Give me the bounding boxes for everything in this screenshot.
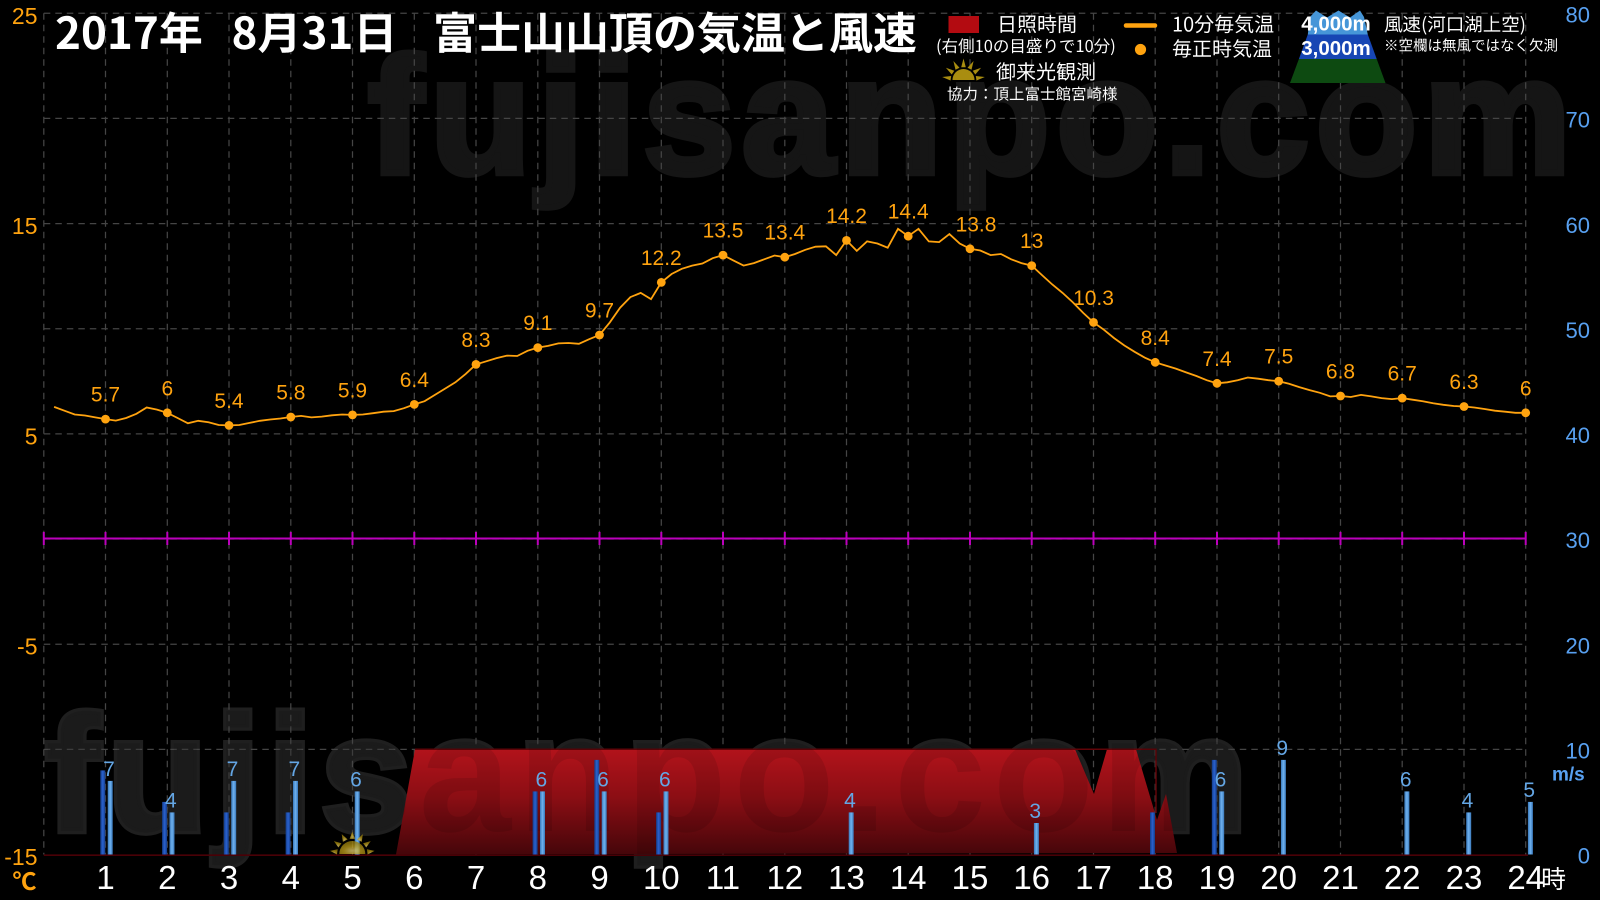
svg-text:14: 14 xyxy=(890,859,927,896)
svg-text:8.3: 8.3 xyxy=(461,329,490,352)
svg-text:1: 1 xyxy=(96,859,114,896)
svg-text:7.4: 7.4 xyxy=(1202,348,1232,371)
svg-text:11: 11 xyxy=(706,859,740,896)
svg-text:70: 70 xyxy=(1566,108,1590,133)
svg-text:-15: -15 xyxy=(4,844,37,870)
svg-text:6.3: 6.3 xyxy=(1449,371,1478,394)
svg-text:9.7: 9.7 xyxy=(585,300,614,323)
svg-text:24: 24 xyxy=(1507,859,1544,896)
svg-text:16: 16 xyxy=(1013,859,1050,896)
svg-text:6: 6 xyxy=(1215,768,1227,791)
svg-text:5.7: 5.7 xyxy=(91,384,120,407)
svg-text:3,000m: 3,000m xyxy=(1301,37,1371,60)
svg-text:10.3: 10.3 xyxy=(1073,287,1114,310)
svg-text:5.9: 5.9 xyxy=(338,379,367,402)
svg-text:6: 6 xyxy=(1400,768,1412,791)
svg-text:m/s: m/s xyxy=(1552,765,1585,786)
svg-text:8.4: 8.4 xyxy=(1141,327,1171,350)
svg-text:2: 2 xyxy=(158,859,176,896)
svg-text:5.4: 5.4 xyxy=(214,390,244,413)
svg-text:60: 60 xyxy=(1566,213,1590,238)
svg-text:4: 4 xyxy=(844,789,856,812)
svg-text:-5: -5 xyxy=(17,634,37,660)
svg-text:12.2: 12.2 xyxy=(641,247,682,270)
svg-text:6: 6 xyxy=(350,768,362,791)
svg-text:0: 0 xyxy=(1578,844,1590,869)
svg-text:19: 19 xyxy=(1199,859,1236,896)
svg-text:22: 22 xyxy=(1384,859,1421,896)
svg-text:6: 6 xyxy=(405,859,423,896)
svg-text:4,000m: 4,000m xyxy=(1301,13,1371,36)
svg-text:4: 4 xyxy=(165,789,177,812)
svg-text:3: 3 xyxy=(220,859,238,896)
svg-text:50: 50 xyxy=(1566,318,1590,343)
svg-text:14.4: 14.4 xyxy=(888,201,929,224)
svg-text:15: 15 xyxy=(12,213,38,239)
svg-text:21: 21 xyxy=(1322,859,1359,896)
svg-text:30: 30 xyxy=(1566,528,1590,553)
svg-text:20: 20 xyxy=(1260,859,1297,896)
svg-text:23: 23 xyxy=(1446,859,1483,896)
svg-text:5: 5 xyxy=(343,859,361,896)
svg-text:13.4: 13.4 xyxy=(764,222,805,245)
svg-text:5: 5 xyxy=(1523,779,1535,802)
svg-text:40: 40 xyxy=(1566,423,1590,448)
svg-text:17: 17 xyxy=(1075,859,1112,896)
svg-text:10: 10 xyxy=(643,859,680,896)
svg-text:fujisanpo.com: fujisanpo.com xyxy=(45,682,1255,867)
svg-text:6: 6 xyxy=(1520,377,1532,400)
svg-text:12: 12 xyxy=(766,859,803,896)
svg-text:5: 5 xyxy=(25,423,38,449)
svg-text:14.2: 14.2 xyxy=(826,205,867,228)
svg-text:13: 13 xyxy=(828,859,865,896)
svg-text:9: 9 xyxy=(1276,737,1288,760)
svg-text:7: 7 xyxy=(227,758,239,781)
svg-text:6: 6 xyxy=(597,768,609,791)
svg-text:6.8: 6.8 xyxy=(1326,361,1355,384)
svg-text:20: 20 xyxy=(1566,633,1590,658)
svg-text:13: 13 xyxy=(1020,230,1043,253)
svg-text:6: 6 xyxy=(535,768,547,791)
svg-text:18: 18 xyxy=(1137,859,1174,896)
svg-text:9: 9 xyxy=(590,859,608,896)
svg-text:4: 4 xyxy=(282,859,300,896)
svg-text:10: 10 xyxy=(1566,739,1590,764)
svg-text:5.8: 5.8 xyxy=(276,382,305,405)
svg-text:25: 25 xyxy=(12,3,38,29)
svg-text:7: 7 xyxy=(103,758,115,781)
svg-text:6.7: 6.7 xyxy=(1388,363,1417,386)
svg-text:80: 80 xyxy=(1566,3,1590,28)
svg-text:15: 15 xyxy=(952,859,989,896)
svg-text:4: 4 xyxy=(1462,789,1474,812)
svg-text:13.8: 13.8 xyxy=(956,213,997,236)
svg-text:6: 6 xyxy=(161,377,173,400)
svg-text:3: 3 xyxy=(1029,800,1041,823)
svg-text:7: 7 xyxy=(467,859,485,896)
svg-text:6: 6 xyxy=(659,768,671,791)
svg-text:9.1: 9.1 xyxy=(523,312,552,335)
svg-text:13.5: 13.5 xyxy=(703,220,744,243)
svg-text:7.5: 7.5 xyxy=(1264,346,1293,369)
svg-text:7: 7 xyxy=(288,758,300,781)
svg-text:6.4: 6.4 xyxy=(400,369,430,392)
svg-text:8: 8 xyxy=(529,859,547,896)
